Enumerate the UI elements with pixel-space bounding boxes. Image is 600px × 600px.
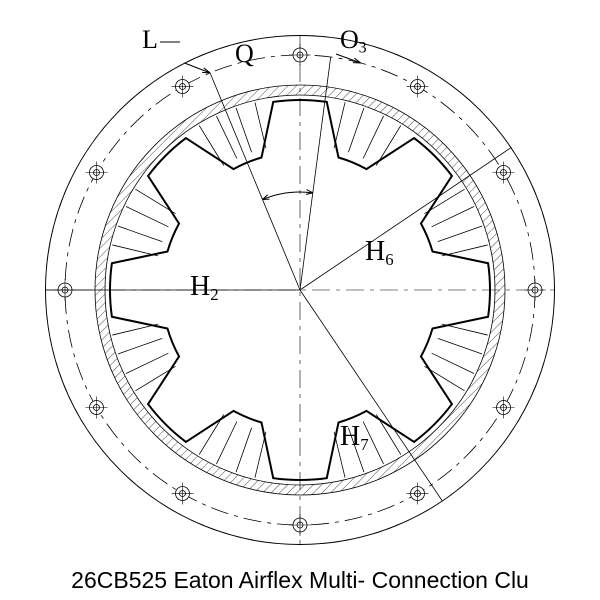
label-Q: Q bbox=[235, 39, 254, 68]
caption-text: 26CB525 Eaton Airflex Multi- Connection … bbox=[0, 567, 600, 594]
clutch-diagram-svg: LQO3H2H6H7 bbox=[0, 0, 600, 600]
label-L: L bbox=[142, 25, 158, 54]
diagram-container: LQO3H2H6H7 26CB525 Eaton Airflex Multi- … bbox=[0, 0, 600, 600]
label-O3: O3 bbox=[340, 25, 367, 57]
